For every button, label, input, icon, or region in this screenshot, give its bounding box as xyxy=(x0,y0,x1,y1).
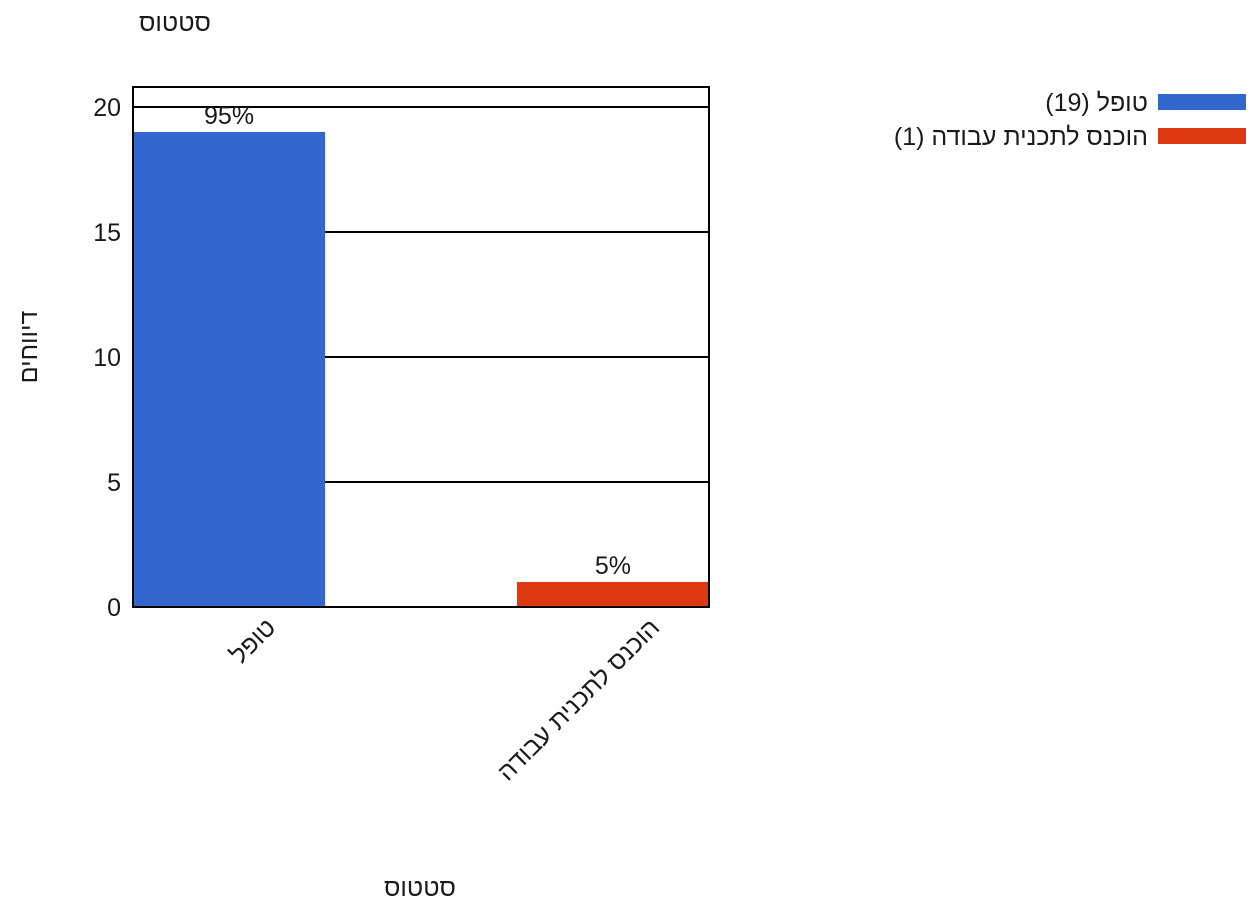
y-tick-label: 5 xyxy=(107,469,121,497)
legend-swatch xyxy=(1158,128,1246,144)
y-tick-label: 20 xyxy=(93,94,121,122)
y-axis-ticks: 0 5 10 15 20 xyxy=(93,94,121,622)
x-axis-ticks: טופל הוכנס לתכנית עבודה xyxy=(225,613,665,786)
data-labels: 95% 5% xyxy=(204,102,631,580)
bar-data-label: 95% xyxy=(204,102,254,130)
y-tick-label: 10 xyxy=(93,344,121,372)
chart-title: סטטוס xyxy=(139,9,211,37)
plot-frame xyxy=(132,86,710,608)
x-tick-label: הוכנס לתכנית עבודה xyxy=(492,613,665,786)
legend-swatch xyxy=(1158,94,1246,110)
legend-entry: הוכנס לתכנית עבודה (1) xyxy=(894,123,1148,151)
legend-entry: טופל (19) xyxy=(1045,89,1148,117)
bar xyxy=(516,582,709,607)
bars xyxy=(133,132,709,607)
y-tick-label: 0 xyxy=(107,594,121,622)
bar xyxy=(133,132,326,607)
y-tick-label: 15 xyxy=(93,219,121,247)
y-axis-label: דיווחים xyxy=(15,310,43,383)
legend: טופל (19) הוכנס לתכנית עבודה (1) xyxy=(894,89,1246,151)
bar-data-label: 5% xyxy=(595,552,631,580)
x-tick-label: טופל xyxy=(225,613,281,669)
x-axis-label: סטטוס xyxy=(384,874,456,902)
